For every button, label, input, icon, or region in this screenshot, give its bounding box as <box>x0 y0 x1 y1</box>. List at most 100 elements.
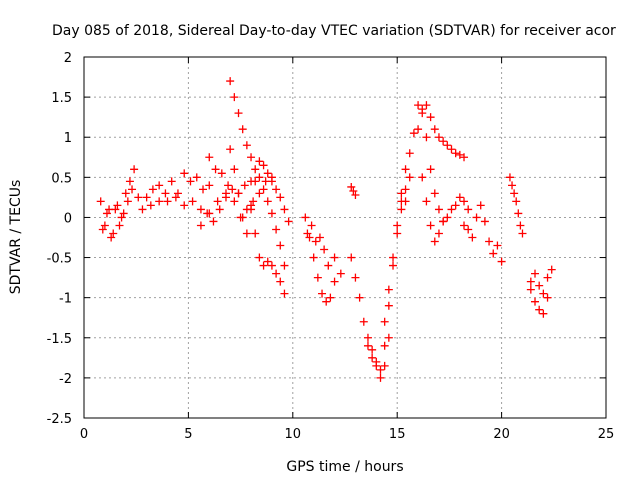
y-tick-label: -2.5 <box>47 412 72 427</box>
data-point <box>508 181 517 190</box>
data-point <box>380 317 389 326</box>
series-arc-19 <box>460 201 506 266</box>
data-point <box>447 205 456 214</box>
data-point <box>389 261 398 270</box>
y-tick-label: -1.5 <box>47 332 72 347</box>
series-arc-21 <box>526 265 556 298</box>
data-point <box>547 265 556 274</box>
data-point <box>351 190 360 199</box>
data-point <box>439 217 448 226</box>
data-point <box>161 189 170 198</box>
data-point <box>107 233 116 242</box>
data-point <box>430 237 439 246</box>
data-point <box>113 201 122 210</box>
data-point <box>426 221 435 230</box>
data-point <box>535 281 544 290</box>
data-point <box>320 245 329 254</box>
data-point <box>409 129 418 138</box>
x-tick-label: 10 <box>285 427 302 442</box>
data-point <box>384 333 393 342</box>
data-point <box>134 193 143 202</box>
data-point <box>430 189 439 198</box>
y-tick-label: 2 <box>64 51 72 66</box>
data-point <box>380 341 389 350</box>
data-point <box>307 221 316 230</box>
data-point <box>123 197 132 206</box>
data-point <box>213 197 222 206</box>
data-point <box>414 125 423 134</box>
series-arc-11 <box>303 221 345 278</box>
data-point <box>180 201 189 210</box>
data-point <box>284 217 293 226</box>
data-point <box>196 221 205 230</box>
data-point <box>380 361 389 370</box>
data-point <box>376 373 385 382</box>
data-point <box>464 225 473 234</box>
data-point <box>389 253 398 262</box>
data-point <box>384 285 393 294</box>
data-point <box>349 186 358 195</box>
data-point <box>464 205 473 214</box>
x-axis-title: GPS time / hours <box>286 459 403 475</box>
data-point <box>192 173 201 182</box>
data-point <box>240 181 249 190</box>
series-arc-1a <box>96 165 143 238</box>
data-point <box>148 185 157 194</box>
data-point <box>211 165 220 174</box>
data-point <box>535 305 544 314</box>
data-point <box>138 205 147 214</box>
data-point <box>96 197 105 206</box>
data-point <box>368 353 377 362</box>
data-point <box>276 193 285 202</box>
y-tick-label: -1 <box>59 292 72 307</box>
data-point <box>512 197 521 206</box>
axis-ticks: 0 5 10 15 20 25 -2.5 -2 -1.5 -1 -0.5 0 0.5 1 1.5 2 <box>47 51 615 442</box>
data-point <box>221 193 230 202</box>
data-point <box>146 201 155 210</box>
data-point <box>255 173 264 182</box>
data-point <box>393 221 402 230</box>
series-arc-8 <box>247 205 289 298</box>
data-point <box>439 137 448 146</box>
data-point <box>363 333 372 342</box>
data-point <box>372 361 381 370</box>
data-point <box>460 153 469 162</box>
data-point <box>434 205 443 214</box>
series-arc-17 <box>414 101 469 162</box>
series-arc-7 <box>226 145 260 238</box>
series-arc-14 <box>363 173 414 374</box>
data-point <box>272 269 281 278</box>
data-point <box>480 217 489 226</box>
data-point <box>330 253 339 262</box>
data-point <box>401 185 410 194</box>
data-point <box>242 141 251 150</box>
series-arc-4 <box>196 177 256 230</box>
data-point <box>355 293 364 302</box>
data-point <box>318 289 327 298</box>
data-point <box>255 157 264 166</box>
data-point <box>272 225 281 234</box>
data-point <box>384 301 393 310</box>
data-point <box>485 237 494 246</box>
data-point <box>128 185 137 194</box>
data-point <box>531 269 540 278</box>
data-point <box>130 165 139 174</box>
data-point <box>255 253 264 262</box>
data-point <box>322 297 331 306</box>
data-point <box>251 229 260 238</box>
data-point <box>180 169 189 178</box>
x-tick-label: 15 <box>389 427 406 442</box>
data-point <box>215 205 224 214</box>
plot-frame <box>83 56 607 419</box>
data-points <box>96 77 556 382</box>
data-point <box>301 213 310 222</box>
data-point <box>497 257 506 266</box>
y-tick-label: 0.5 <box>51 171 72 186</box>
data-point <box>230 93 239 102</box>
data-point <box>121 189 130 198</box>
y-axis-title: SDTVAR / TECUs <box>8 180 24 295</box>
data-point <box>472 213 481 222</box>
data-point <box>230 197 239 206</box>
data-point <box>447 145 456 154</box>
